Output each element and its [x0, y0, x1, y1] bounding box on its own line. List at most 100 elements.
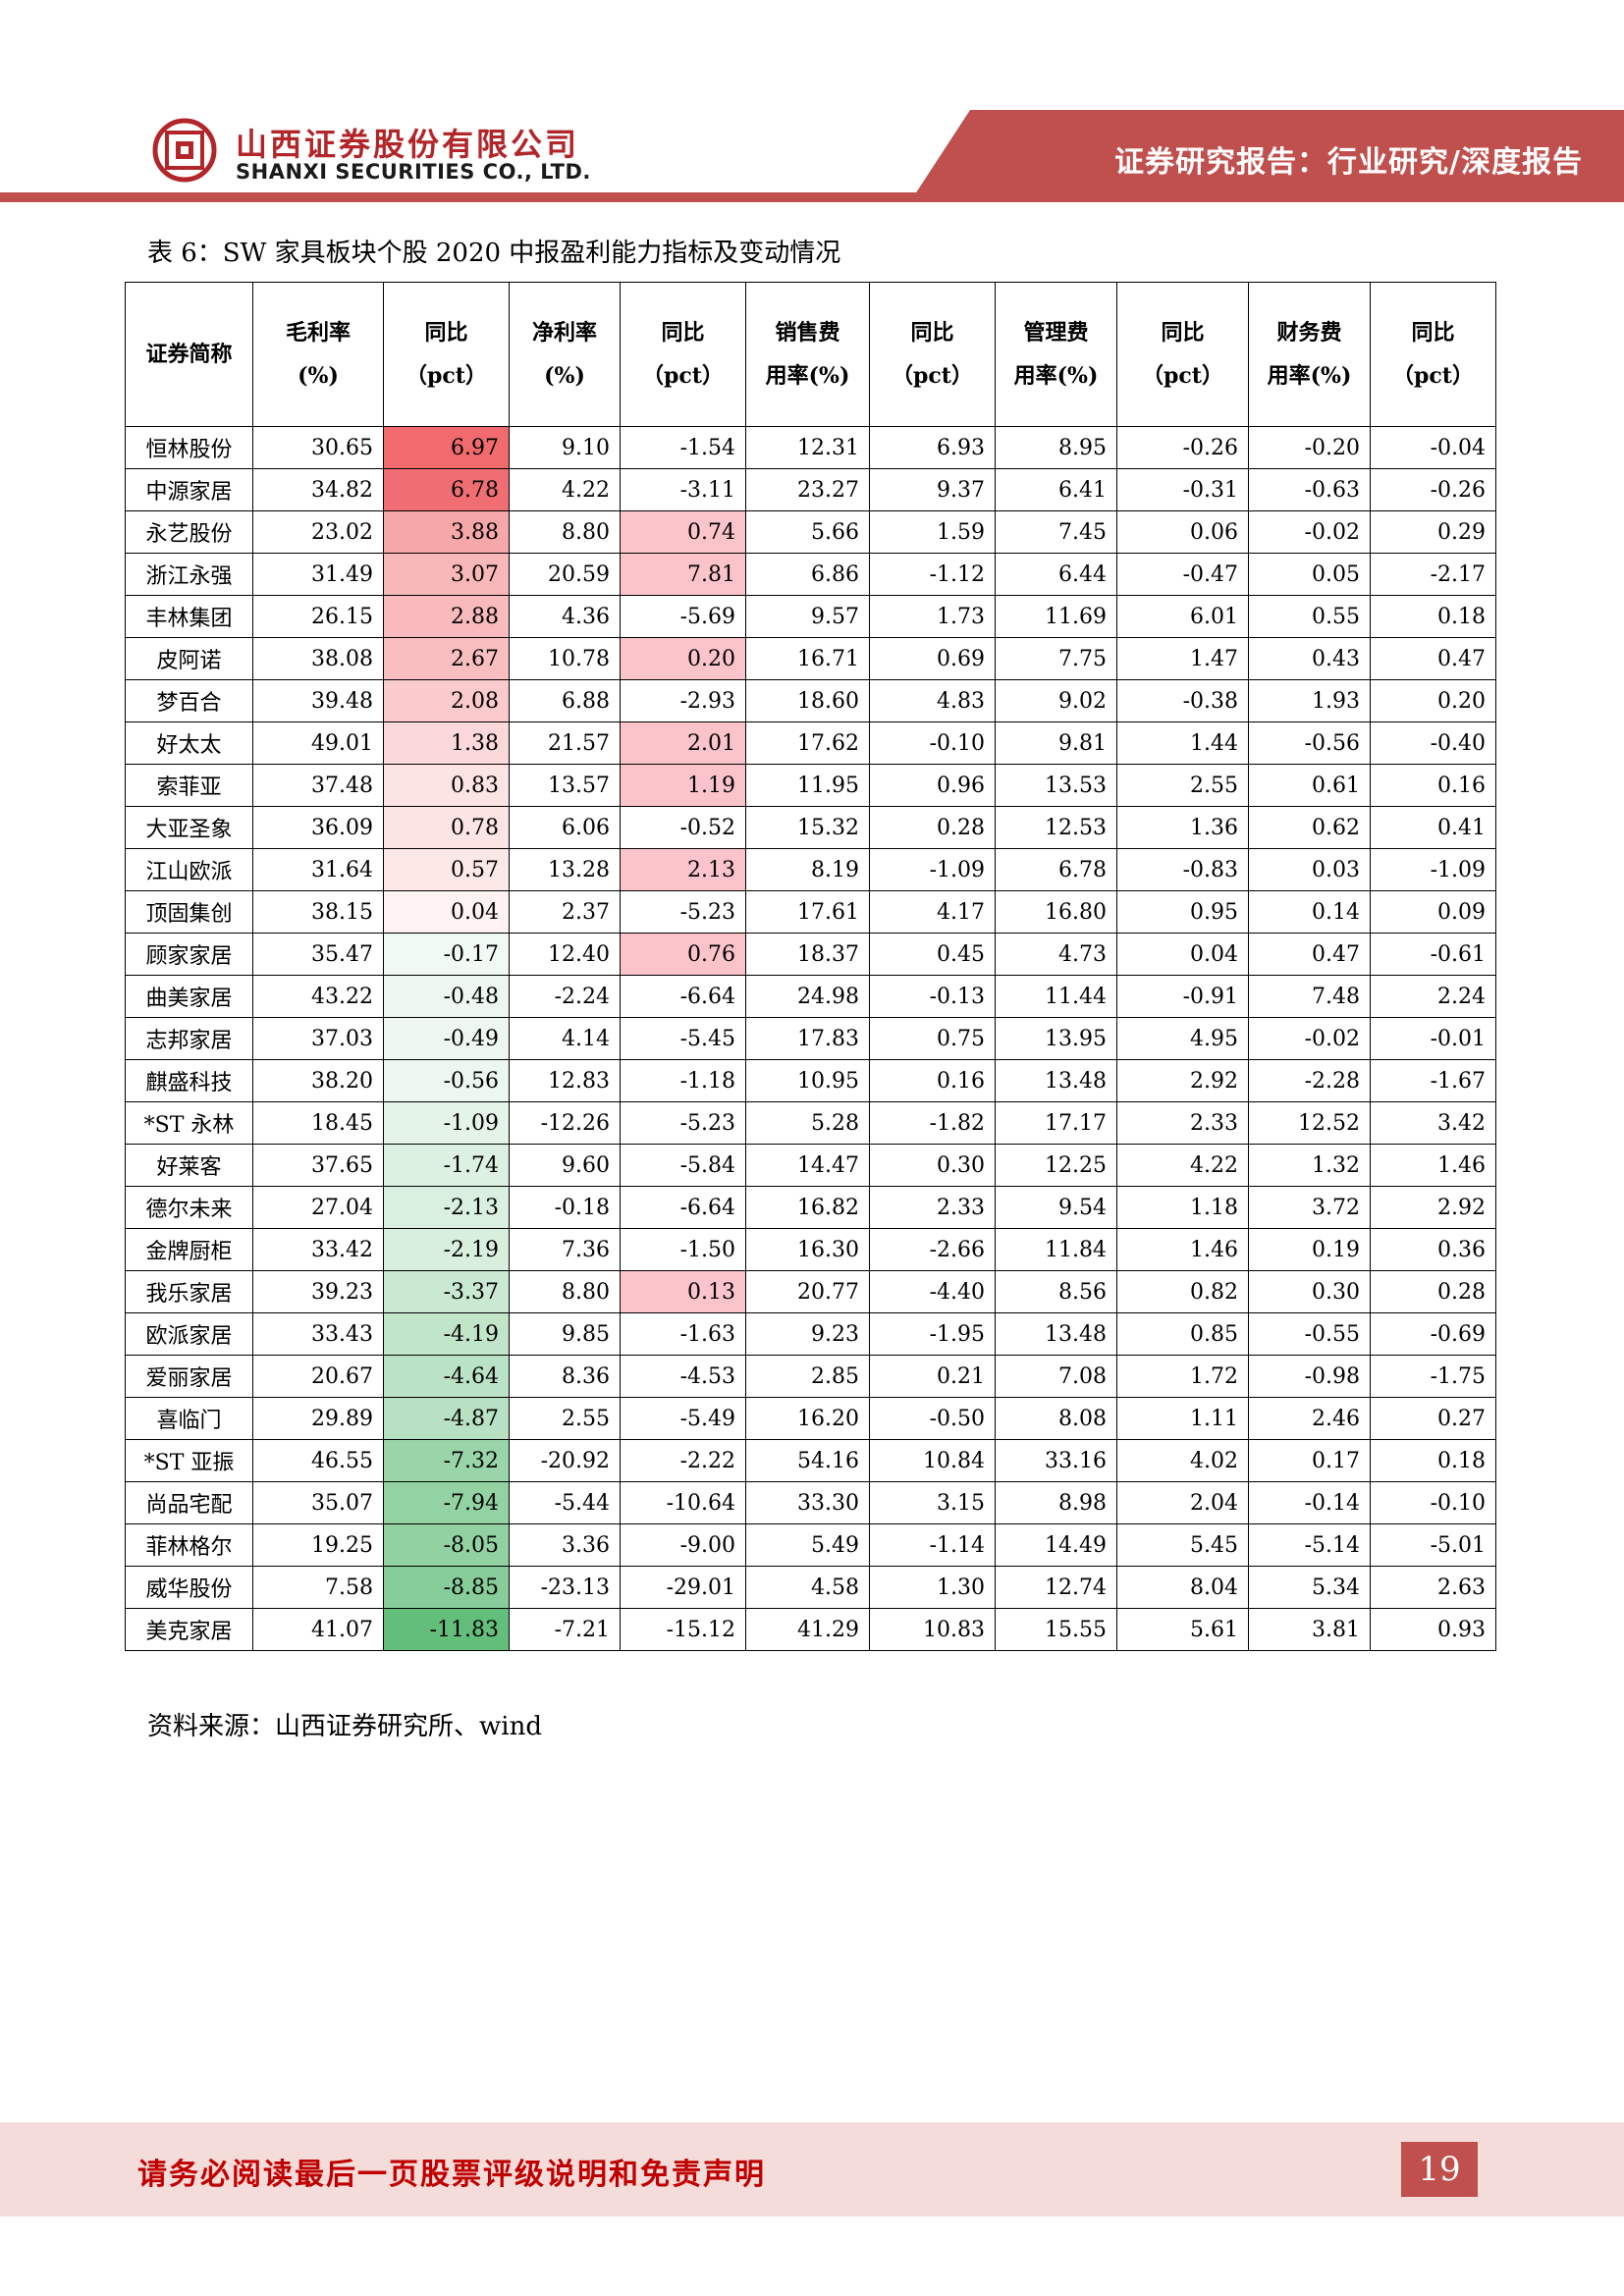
value-cell: 3.15: [869, 1481, 996, 1524]
value-cell: 1.73: [869, 595, 996, 638]
value-cell: 0.47: [1248, 933, 1371, 976]
table-row: 中源家居 34.82 6.78 4.22 -3.11 23.27 9.37 6.41 -0.31…: [125, 468, 1496, 511]
stock-name-cell: 美克家居: [125, 1608, 253, 1651]
value-cell: 0.36: [1370, 1228, 1496, 1271]
value-cell: 41.29: [745, 1608, 870, 1651]
value-cell: 17.83: [745, 1017, 870, 1060]
column-header-line: 同比: [661, 320, 705, 346]
value-cell: 12.74: [995, 1566, 1117, 1609]
value-cell: 13.48: [995, 1312, 1117, 1356]
value-cell: 11.95: [745, 764, 870, 807]
value-cell: 0.43: [1248, 637, 1371, 680]
value-cell: 4.73: [995, 933, 1117, 976]
column-header-line: 同比: [1161, 320, 1205, 346]
stock-name-cell: 好莱客: [125, 1144, 253, 1187]
value-cell: -1.63: [620, 1312, 746, 1356]
value-cell: 36.09: [252, 806, 384, 849]
value-cell: 3.07: [383, 553, 510, 596]
value-cell: 4.22: [1116, 1144, 1249, 1187]
value-cell: -9.00: [620, 1523, 746, 1567]
value-cell: 9.54: [995, 1186, 1117, 1229]
value-cell: 6.01: [1116, 595, 1249, 638]
value-cell: 10.78: [509, 637, 621, 680]
table-row: 顶固集创 38.15 0.04 2.37 -5.23 17.61 4.17 16.80 0.95…: [125, 890, 1496, 934]
value-cell: 0.18: [1370, 595, 1496, 638]
stock-name-cell: 曲美家居: [125, 975, 253, 1018]
header-rule: [0, 192, 1624, 202]
column-header: 净利率 (%): [509, 282, 621, 427]
value-cell: 2.63: [1370, 1566, 1496, 1609]
value-cell: 0.29: [1370, 510, 1496, 554]
value-cell: 0.19: [1248, 1228, 1371, 1271]
value-cell: 0.18: [1370, 1439, 1496, 1482]
stock-name-cell: 皮阿诺: [125, 637, 253, 680]
stock-name-cell: 顾家家居: [125, 933, 253, 976]
stock-name-cell: 金牌厨柜: [125, 1228, 253, 1271]
value-cell: 3.88: [383, 510, 510, 554]
value-cell: 4.02: [1116, 1439, 1249, 1482]
value-cell: -0.10: [869, 721, 996, 765]
value-cell: 3.81: [1248, 1608, 1371, 1651]
stock-name-cell: 喜临门: [125, 1397, 253, 1440]
value-cell: 6.44: [995, 553, 1117, 596]
value-cell: -15.12: [620, 1608, 746, 1651]
value-cell: 0.47: [1370, 637, 1496, 680]
value-cell: -12.26: [509, 1101, 621, 1145]
value-cell: 5.34: [1248, 1566, 1371, 1609]
value-cell: 20.77: [745, 1270, 870, 1313]
value-cell: -0.01: [1370, 1017, 1496, 1060]
stock-name-cell: 中源家居: [125, 468, 253, 511]
value-cell: 34.82: [252, 468, 384, 511]
value-cell: -10.64: [620, 1481, 746, 1524]
value-cell: -0.56: [1248, 721, 1371, 765]
value-cell: 39.48: [252, 679, 384, 722]
value-cell: 6.78: [383, 468, 510, 511]
value-cell: 0.04: [383, 890, 510, 934]
value-cell: 10.83: [869, 1608, 996, 1651]
value-cell: 7.81: [620, 553, 746, 596]
table-row: 金牌厨柜 33.42 -2.19 7.36 -1.50 16.30 -2.66 11.84 1.…: [125, 1228, 1496, 1271]
value-cell: -0.69: [1370, 1312, 1496, 1356]
value-cell: 37.03: [252, 1017, 384, 1060]
value-cell: 16.82: [745, 1186, 870, 1229]
value-cell: -0.61: [1370, 933, 1496, 976]
table-row: 欧派家居 33.43 -4.19 9.85 -1.63 9.23 -1.95 13.48 0.8…: [125, 1312, 1496, 1356]
value-cell: -2.19: [383, 1228, 510, 1271]
column-header: 同比 （pct）: [1370, 282, 1496, 427]
column-header: 同比 （pct）: [620, 282, 746, 427]
value-cell: -1.12: [869, 553, 996, 596]
value-cell: 8.04: [1116, 1566, 1249, 1609]
value-cell: 2.46: [1248, 1397, 1371, 1440]
value-cell: 12.25: [995, 1144, 1117, 1187]
value-cell: -1.82: [869, 1101, 996, 1145]
value-cell: -4.87: [383, 1397, 510, 1440]
stock-name-cell: 德尔未来: [125, 1186, 253, 1229]
value-cell: -1.09: [869, 848, 996, 891]
table-row: 尚品宅配 35.07 -7.94 -5.44 -10.64 33.30 3.15 8.98 2.…: [125, 1481, 1496, 1524]
value-cell: 33.43: [252, 1312, 384, 1356]
column-header-line: （pct）: [1392, 363, 1474, 389]
value-cell: 1.47: [1116, 637, 1249, 680]
value-cell: -0.56: [383, 1059, 510, 1102]
value-cell: 1.19: [620, 764, 746, 807]
value-cell: 2.08: [383, 679, 510, 722]
value-cell: -0.04: [1370, 426, 1496, 469]
value-cell: -1.54: [620, 426, 746, 469]
value-cell: 0.57: [383, 848, 510, 891]
report-type: 证券研究报告：行业研究/深度报告: [1114, 145, 1583, 180]
value-cell: 0.93: [1370, 1608, 1496, 1651]
table-row: 浙江永强 31.49 3.07 20.59 7.81 6.86 -1.12 6.44 -0.47…: [125, 553, 1496, 596]
value-cell: 16.71: [745, 637, 870, 680]
stock-name-cell: 麒盛科技: [125, 1059, 253, 1102]
value-cell: -5.14: [1248, 1523, 1371, 1567]
value-cell: 2.04: [1116, 1481, 1249, 1524]
value-cell: 20.67: [252, 1355, 384, 1398]
value-cell: 0.05: [1248, 553, 1371, 596]
value-cell: 31.64: [252, 848, 384, 891]
column-header-line: 用率(%): [1013, 363, 1099, 389]
value-cell: 1.36: [1116, 806, 1249, 849]
table-row: 麒盛科技 38.20 -0.56 12.83 -1.18 10.95 0.16 13.48 2.…: [125, 1059, 1496, 1102]
value-cell: 14.49: [995, 1523, 1117, 1567]
stock-name-cell: 欧派家居: [125, 1312, 253, 1356]
value-cell: 2.67: [383, 637, 510, 680]
